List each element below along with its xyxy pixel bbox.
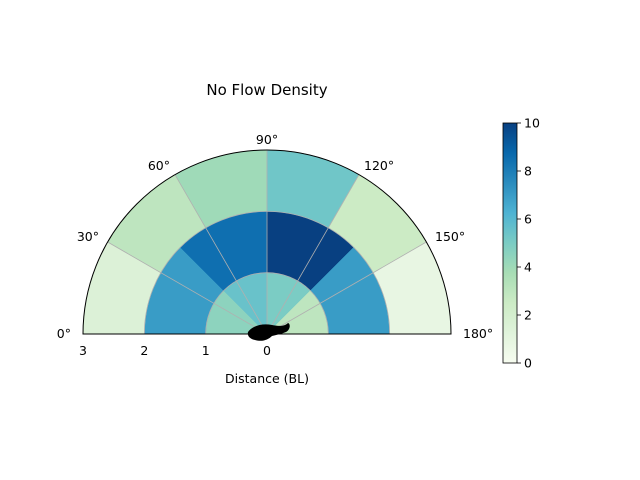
colorbar: 0 2 4 6 8 10 (502, 116, 540, 371)
angle-tick-label: 120° (364, 158, 394, 173)
colorbar-tick-label: 8 (524, 164, 532, 179)
angular-gridline (266, 174, 360, 335)
chart-title: No Flow Density (206, 81, 327, 99)
colorbar-tick-label: 2 (524, 308, 532, 323)
radius-tick-label: 3 (79, 343, 87, 358)
fish-icon (247, 323, 290, 341)
angle-tick-label: 90° (256, 132, 278, 147)
colorbar-gradient (502, 122, 518, 364)
angle-tick-label: 30° (77, 229, 99, 244)
colorbar-tick-label: 4 (524, 260, 532, 275)
angular-gridline (266, 241, 427, 335)
angle-tick-label: 150° (435, 229, 465, 244)
radius-tick-label: 0 (263, 343, 271, 358)
angle-tick-label: 180° (463, 326, 493, 341)
angular-gridline (107, 241, 268, 335)
radius-tick-label: 2 (140, 343, 148, 358)
polar-gridlines (107, 150, 427, 335)
radius-tick-label: 1 (202, 343, 210, 358)
colorbar-tick-label: 0 (524, 356, 532, 371)
polar-frame-outline (82, 149, 452, 335)
x-axis-label: Distance (BL) (225, 371, 309, 386)
fish-icon-body (247, 323, 290, 341)
colorbar-tick-label: 10 (524, 116, 540, 131)
polar-frame (82, 149, 452, 335)
angle-tick-label: 0° (57, 326, 71, 341)
radius-tick-labels: 3 2 1 0 (79, 343, 271, 358)
angle-tick-label: 60° (148, 158, 170, 173)
angular-gridline (174, 174, 268, 335)
colorbar-tick-label: 6 (524, 212, 532, 227)
angle-tick-labels: 0° 30° 60° 90° 120° 150° 180° (57, 132, 493, 341)
